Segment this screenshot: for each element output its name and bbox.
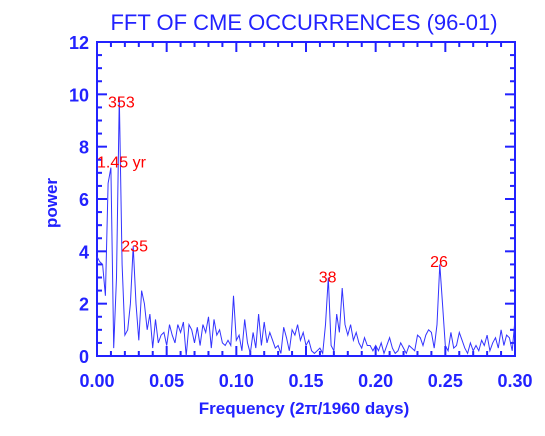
y-tick-label: 6: [79, 190, 89, 210]
peak-label: 38: [319, 270, 337, 287]
peak-label: 1.45 yr: [97, 155, 147, 172]
x-axis-label: Frequency (2π/1960 days): [199, 399, 410, 418]
x-tick-label: 0.05: [149, 371, 184, 391]
chart-title: FFT OF CME OCCURRENCES (96-01): [110, 10, 497, 35]
x-tick-label: 0.15: [288, 371, 323, 391]
x-tick-label: 0.25: [428, 371, 463, 391]
x-tick-label: 0.20: [358, 371, 393, 391]
x-tick-label: 0.10: [219, 371, 254, 391]
plot-frame: [96, 41, 516, 357]
y-axis-label: power: [42, 178, 61, 228]
y-tick-label: 10: [69, 85, 89, 105]
y-tick-label: 2: [79, 295, 89, 315]
y-tick-label: 12: [69, 33, 89, 53]
y-tick-label: 4: [79, 242, 89, 262]
power-spectrum-line: [96, 96, 516, 357]
y-tick-label: 0: [79, 347, 89, 367]
peak-label: 26: [430, 254, 448, 271]
peak-label: 235: [121, 238, 148, 255]
x-tick-label: 0.30: [497, 371, 532, 391]
x-tick-label: 0.00: [79, 371, 114, 391]
axes-frame: [96, 41, 516, 357]
tick-labels: 0.00 0.05 0.10 0.15 0.20 0.25 0.30 0 2 4 6 8 10 12: [69, 33, 533, 391]
y-tick-label: 8: [79, 138, 89, 158]
peak-label: 353: [108, 94, 135, 111]
axis-ticks: [96, 41, 516, 357]
peak-annotations: 353 1.45 yr 235 38 26: [97, 94, 448, 286]
